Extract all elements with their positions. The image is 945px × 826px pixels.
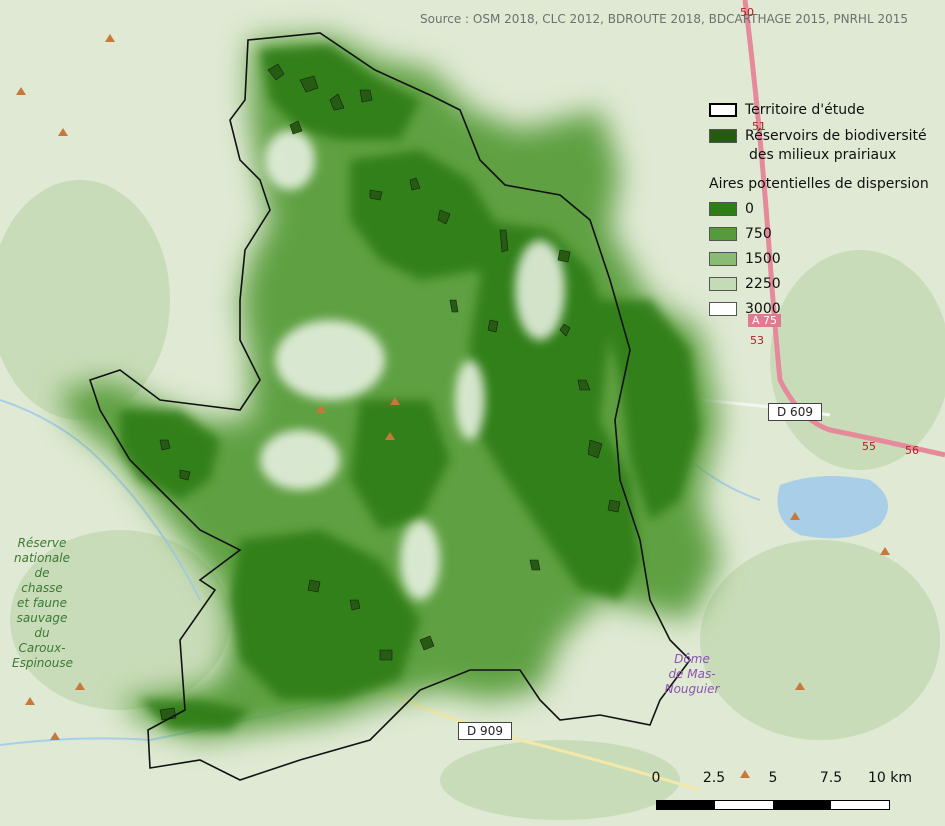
km-marker-51: 51 <box>752 120 766 133</box>
legend-item-class: 0 <box>709 201 754 217</box>
legend-swatch-class <box>709 302 737 316</box>
reserve-label: Réserve nationale de chasse et faune sau… <box>12 536 73 671</box>
legend-label-reservoir-line1: Réservoirs de biodiversité <box>745 128 927 144</box>
reserve-label-line: et faune <box>16 596 68 610</box>
legend-swatch-class <box>709 252 737 266</box>
scale-label: 10 km <box>867 770 913 786</box>
scale-label: 7.5 <box>819 770 843 786</box>
scale-label: 0 <box>651 770 661 786</box>
scale-bar: 0 2.5 5 7.5 10 km <box>650 770 912 820</box>
legend-swatch-territory <box>709 103 737 117</box>
legend-label-territory: Territoire d'étude <box>745 102 865 118</box>
legend-item-reservoir-cont: des milieux prairiaux <box>749 147 896 163</box>
km-marker-56: 56 <box>905 444 919 457</box>
legend-label-reservoir-line2: des milieux prairiaux <box>749 147 897 163</box>
legend-item-class: 1500 <box>709 251 781 267</box>
scale-segment <box>715 801 773 809</box>
scale-bar-segments <box>656 800 890 810</box>
km-marker-50: 50 <box>740 6 754 19</box>
legend-swatch-class <box>709 202 737 216</box>
reserve-label-line: du Caroux- <box>18 626 66 655</box>
km-marker-55: 55 <box>862 440 876 453</box>
reserve-label-line: Espinouse <box>12 656 73 670</box>
legend-class-label: 1500 <box>745 251 781 267</box>
legend-swatch-reservoir <box>709 129 737 143</box>
dispersion-core <box>120 45 700 730</box>
road-label-d909: D 909 <box>458 722 512 740</box>
scale-segment <box>831 801 889 809</box>
legend-swatch-class <box>709 227 737 241</box>
reserve-label-line: nationale <box>13 551 70 565</box>
legend-class-label: 0 <box>745 201 754 217</box>
basemap-forest-patches <box>0 180 945 820</box>
place-label-line: Dôme <box>674 652 710 666</box>
place-label-line: Nouguier <box>664 682 720 696</box>
study-territory-outline <box>88 32 692 781</box>
basemap-lake <box>777 476 888 539</box>
road-label-d609: D 609 <box>768 403 822 421</box>
legend-swatch-class <box>709 277 737 291</box>
km-marker-53: 53 <box>750 334 764 347</box>
legend-class-label: 3000 <box>745 301 781 317</box>
reserve-label-line: Réserve <box>17 536 67 550</box>
scale-segment <box>773 801 831 809</box>
scale-segment <box>657 801 715 809</box>
legend-item-class: 2250 <box>709 276 781 292</box>
place-label-line: de Mas- <box>668 667 716 681</box>
place-label-dome: Dôme de Mas- Nouguier <box>652 652 732 697</box>
legend-dispersion-title: Aires potentielles de dispersion <box>709 176 929 192</box>
legend-item-territory: Territoire d'étude <box>709 102 865 118</box>
legend-item-reservoir: Réservoirs de biodiversité <box>709 128 927 144</box>
legend-class-label: 750 <box>745 226 772 242</box>
peak-markers <box>16 34 890 778</box>
motorway-label-a75: A 75 <box>748 314 782 327</box>
reserve-label-line: de chasse <box>21 566 63 595</box>
reservoir-patches <box>159 63 621 721</box>
scale-label: 5 <box>768 770 778 786</box>
map-source-credit: Source : OSM 2018, CLC 2012, BDROUTE 201… <box>420 12 908 26</box>
reserve-label-line: sauvage <box>16 611 68 625</box>
white-gaps <box>260 130 565 600</box>
legend-item-class: 3000 <box>709 301 781 317</box>
scale-label: 2.5 <box>702 770 726 786</box>
legend-class-label: 2250 <box>745 276 781 292</box>
legend-item-class: 750 <box>709 226 772 242</box>
dispersion-areas <box>60 35 720 740</box>
